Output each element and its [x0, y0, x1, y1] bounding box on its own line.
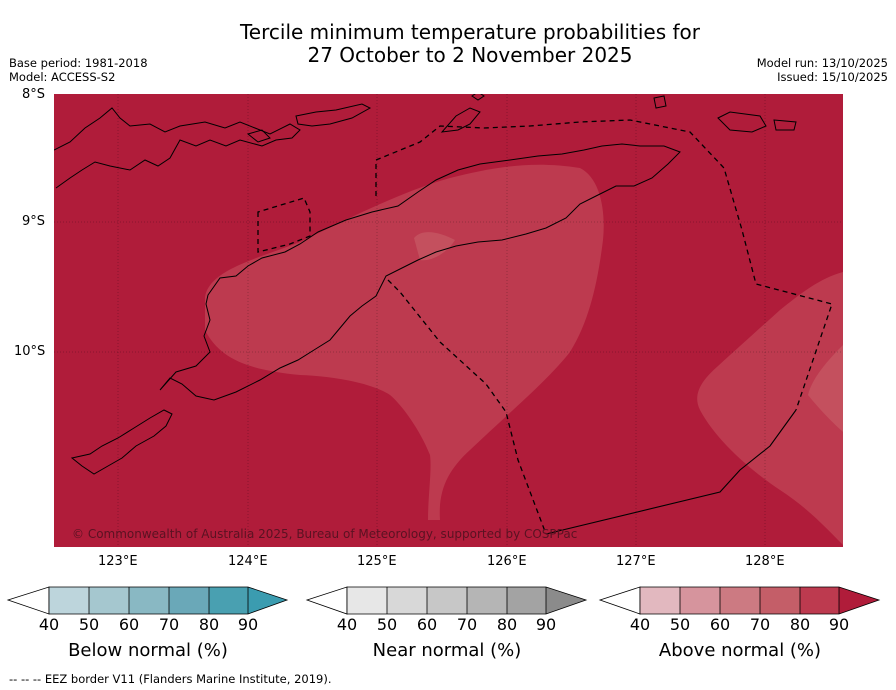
base-period: Base period: 1981-2018 [9, 56, 148, 70]
cb-below-seg-1 [49, 587, 89, 614]
cb-above-seg-2 [680, 587, 720, 614]
cb-above-tick: 50 [669, 615, 691, 634]
lat-label: 8°S [22, 87, 46, 102]
cb-near-label: Near normal (%) [372, 640, 522, 661]
cb-near-seg-3 [427, 587, 467, 614]
cb-above-seg-1 [640, 587, 680, 614]
cb-below-label: Below normal (%) [68, 640, 228, 661]
copyright-notice: © Commonwealth of Australia 2025, Bureau… [72, 527, 577, 541]
cb-below-seg-4 [169, 587, 209, 614]
cb-below-seg-5 [209, 587, 248, 614]
cb-near-tick: 40 [336, 615, 358, 634]
cb-above-label: Above normal (%) [658, 640, 822, 661]
field-above-80-center [205, 164, 604, 521]
cb-below-seg-2 [89, 587, 129, 614]
cb-below-seg-3 [129, 587, 169, 614]
cb-below-tick: 60 [118, 615, 140, 634]
lon-label: 125°E [357, 554, 397, 569]
cb-near-seg-2 [387, 587, 427, 614]
cb-below-tick: 70 [158, 615, 180, 634]
eez-legend-note: -- -- -- EEZ border V11 (Flanders Marine… [9, 672, 332, 686]
cb-above-tick: 40 [629, 615, 651, 634]
colorbar-below [6, 586, 289, 615]
cb-near-tick: 90 [535, 615, 557, 634]
cb-above-tick: 90 [828, 615, 850, 634]
coastlines [54, 94, 797, 475]
cb-below-tick: 80 [198, 615, 220, 634]
cb-above-tick: 60 [709, 615, 731, 634]
lon-label: 124°E [228, 554, 268, 569]
cb-below-tick: 90 [237, 615, 259, 634]
coastline-east-islands-2 [773, 119, 797, 131]
cb-above-low-arrow [598, 586, 641, 615]
coastline-islet-2 [246, 129, 271, 143]
cb-above-seg-4 [760, 587, 800, 614]
coastline-timor [159, 143, 681, 401]
cb-above-tick: 70 [749, 615, 771, 634]
issued-date: Issued: 15/10/2025 [777, 70, 888, 84]
model-run: Model run: 13/10/2025 [756, 56, 888, 70]
lon-label: 127°E [616, 554, 656, 569]
cb-near-seg-4 [467, 587, 507, 614]
field-above-70-spot [414, 232, 455, 261]
cb-below-tick: 50 [78, 615, 100, 634]
lon-label: 128°E [745, 554, 785, 569]
graticule [54, 94, 843, 547]
cb-near-high-arrow [546, 587, 586, 614]
cb-above-tick: 80 [789, 615, 811, 634]
chart-title-line1: Tercile minimum temperature probabilitie… [239, 20, 701, 44]
coastline-east-islands-1 [717, 111, 767, 133]
lon-label: 123°E [98, 554, 138, 569]
lon-label: 126°E [487, 554, 527, 569]
cb-above-seg-5 [800, 587, 839, 614]
cb-near-tick: 50 [376, 615, 398, 634]
cb-near-seg-1 [347, 587, 387, 614]
cb-near-tick: 60 [416, 615, 438, 634]
cb-below-high-arrow [248, 587, 287, 614]
maritime-boundary-solid [545, 409, 797, 535]
coastline-islet-1 [295, 103, 372, 127]
cb-near-low-arrow [305, 586, 348, 615]
cb-near-tick: 80 [496, 615, 518, 634]
coastline-flores-group [54, 107, 301, 189]
field-above-80-east [697, 272, 843, 545]
cb-near-seg-5 [507, 587, 546, 614]
coastline-alor [440, 107, 481, 133]
field-above-70-east [808, 345, 843, 432]
cb-near-tick: 70 [456, 615, 478, 634]
coastline-sumba [70, 409, 173, 475]
probability-field: © Commonwealth of Australia 2025, Bureau… [54, 94, 843, 547]
colorbar-above [598, 586, 881, 615]
cb-below-low-arrow [6, 586, 50, 615]
model-name: Model: ACCESS-S2 [9, 70, 116, 84]
lat-label: 9°S [22, 214, 46, 229]
coastline-wetar [471, 94, 485, 101]
eez-border [257, 119, 833, 535]
cb-above-seg-3 [720, 587, 760, 614]
chart-title-line2: 27 October to 2 November 2025 [307, 43, 633, 67]
cb-above-high-arrow [839, 587, 879, 614]
cb-below-tick: 40 [38, 615, 60, 634]
lat-label: 10°S [14, 344, 46, 359]
colorbar-near [305, 586, 588, 615]
coastline-east-islands-3 [653, 95, 667, 109]
